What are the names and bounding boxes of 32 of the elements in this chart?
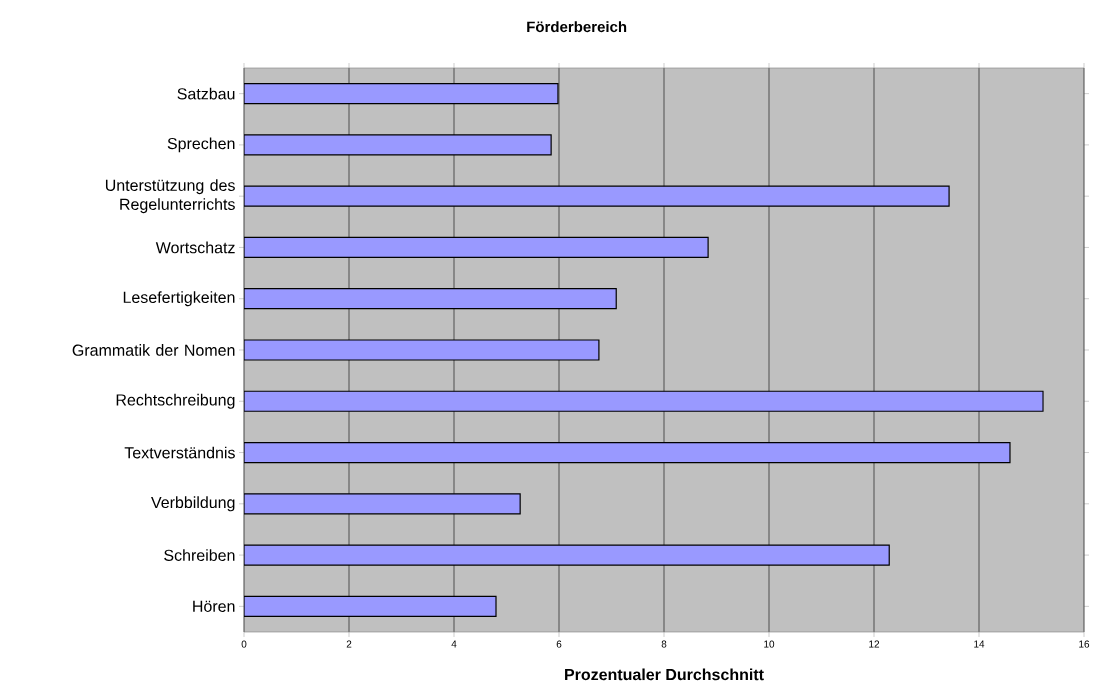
bar	[244, 493, 521, 515]
bar	[244, 390, 1044, 412]
x-tick-label: 8	[661, 640, 667, 648]
y-tick-label: Verbbildung	[151, 496, 235, 512]
bar	[244, 544, 890, 566]
bar	[244, 185, 950, 207]
x-tick-label: 6	[556, 640, 562, 648]
x-tick-label: 12	[869, 640, 880, 648]
y-tick-label: Sprechen	[167, 137, 235, 153]
y-tick-label: Rechtschreibung	[116, 393, 235, 409]
chart-title: Förderbereich	[527, 21, 627, 33]
y-tick-label: Unterstützung des Regelunterrichts	[105, 179, 235, 214]
bar	[244, 236, 709, 259]
x-tick-label: 2	[346, 640, 352, 648]
y-tick-label: Lesefertigkeiten	[123, 291, 235, 307]
y-tick-label: Wortschatz	[155, 241, 235, 254]
y-tick-label: Hören	[193, 600, 235, 612]
x-tick-label: 0	[241, 640, 247, 648]
x-tick-label: 16	[1079, 640, 1090, 648]
y-tick-label: Satzbau	[177, 87, 235, 100]
y-tick-label: Schreiben	[164, 549, 235, 561]
y-tick-label: Grammatik der Nomen	[72, 344, 235, 356]
y-tick-label: Textverständnis	[124, 446, 235, 459]
bar	[244, 83, 559, 105]
bar	[244, 288, 617, 310]
bar	[244, 339, 600, 361]
bar	[244, 595, 497, 617]
x-tick-label: 10	[764, 640, 775, 648]
x-axis-title: Prozentualer Durchschnitt	[565, 668, 764, 681]
x-tick-label: 14	[974, 640, 985, 648]
bar	[244, 441, 1011, 464]
x-tick-label: 4	[451, 640, 457, 648]
